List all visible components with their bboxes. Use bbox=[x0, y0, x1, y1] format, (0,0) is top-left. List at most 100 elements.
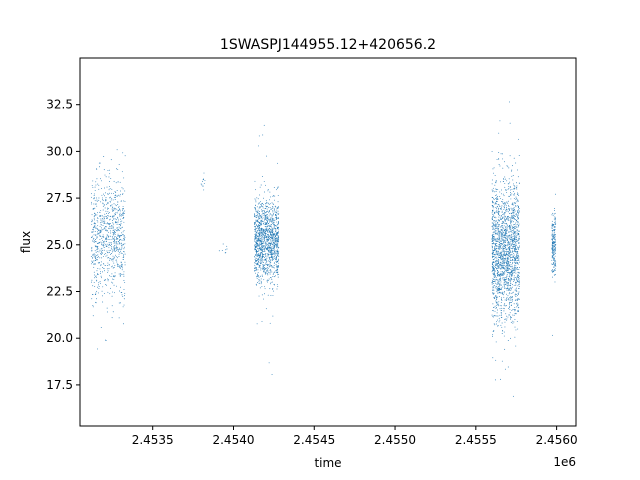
data-point bbox=[516, 306, 518, 308]
data-point bbox=[492, 303, 494, 305]
data-point bbox=[267, 207, 269, 209]
data-point bbox=[266, 226, 268, 228]
data-point bbox=[114, 212, 116, 214]
data-point bbox=[107, 280, 109, 282]
data-point bbox=[506, 225, 508, 227]
data-point bbox=[278, 235, 279, 237]
data-point bbox=[506, 282, 508, 284]
data-point bbox=[255, 210, 257, 212]
data-point bbox=[554, 281, 556, 283]
data-point bbox=[554, 246, 555, 248]
data-point bbox=[517, 214, 519, 216]
data-point bbox=[497, 188, 499, 190]
data-point bbox=[267, 248, 269, 250]
data-point bbox=[552, 230, 554, 232]
data-point bbox=[277, 241, 279, 243]
data-point bbox=[259, 241, 261, 243]
data-point bbox=[509, 337, 511, 339]
data-point bbox=[515, 239, 517, 240]
data-point bbox=[277, 286, 279, 288]
data-point bbox=[271, 249, 273, 251]
data-point bbox=[492, 266, 494, 268]
data-point bbox=[514, 236, 516, 238]
data-point bbox=[516, 260, 518, 262]
data-point bbox=[506, 223, 508, 225]
data-point bbox=[103, 218, 105, 220]
data-point bbox=[113, 214, 115, 216]
data-point bbox=[264, 223, 266, 225]
data-point bbox=[95, 292, 97, 294]
data-point bbox=[502, 277, 504, 279]
data-point bbox=[270, 220, 272, 222]
data-point bbox=[271, 256, 273, 258]
data-point bbox=[100, 201, 102, 203]
data-point bbox=[505, 210, 506, 212]
data-point bbox=[496, 268, 497, 270]
data-point bbox=[99, 215, 101, 217]
data-point bbox=[258, 135, 260, 137]
x-tick-label: 2.4545 bbox=[293, 433, 335, 447]
data-point bbox=[254, 225, 256, 227]
data-point bbox=[116, 261, 118, 263]
data-point bbox=[114, 234, 116, 235]
data-point bbox=[554, 234, 556, 236]
data-point bbox=[100, 224, 102, 226]
data-point bbox=[271, 281, 273, 283]
data-point bbox=[493, 272, 495, 274]
data-point bbox=[122, 213, 124, 215]
data-point bbox=[119, 214, 121, 216]
data-point bbox=[118, 228, 119, 230]
data-point bbox=[260, 282, 262, 283]
data-point bbox=[266, 155, 268, 157]
data-point bbox=[510, 236, 512, 238]
data-point bbox=[264, 191, 265, 193]
data-point bbox=[257, 254, 259, 256]
data-point bbox=[508, 279, 510, 281]
data-point bbox=[518, 239, 520, 241]
data-point bbox=[516, 276, 518, 278]
data-point bbox=[511, 215, 513, 217]
data-point bbox=[498, 246, 500, 248]
data-point bbox=[257, 244, 259, 246]
data-point bbox=[262, 210, 264, 211]
data-point bbox=[272, 258, 274, 260]
data-point bbox=[91, 196, 92, 198]
data-point bbox=[115, 248, 117, 250]
data-point bbox=[497, 289, 499, 291]
data-point bbox=[111, 216, 113, 218]
data-point bbox=[257, 281, 258, 283]
data-point bbox=[495, 262, 497, 264]
data-point bbox=[98, 188, 100, 190]
data-point bbox=[495, 260, 497, 262]
data-point bbox=[117, 235, 118, 237]
data-point bbox=[502, 271, 503, 273]
data-point bbox=[497, 287, 499, 289]
data-point bbox=[263, 228, 265, 230]
data-point bbox=[122, 231, 124, 233]
data-point bbox=[98, 242, 100, 244]
data-point bbox=[101, 244, 103, 246]
data-point bbox=[254, 270, 256, 271]
data-point bbox=[493, 275, 495, 277]
data-point bbox=[492, 243, 494, 245]
data-point bbox=[273, 221, 275, 223]
data-point bbox=[508, 187, 510, 189]
data-point bbox=[97, 212, 98, 214]
data-point bbox=[551, 270, 553, 272]
data-point bbox=[95, 293, 97, 295]
data-point bbox=[513, 314, 515, 316]
data-point bbox=[118, 235, 120, 236]
data-point bbox=[499, 223, 500, 225]
data-point bbox=[254, 262, 256, 263]
data-point bbox=[103, 216, 105, 218]
data-point bbox=[257, 264, 259, 266]
data-point bbox=[509, 247, 510, 249]
data-point bbox=[121, 242, 122, 244]
data-point bbox=[513, 309, 515, 311]
data-point bbox=[107, 236, 109, 238]
data-point bbox=[510, 297, 512, 299]
data-point bbox=[270, 243, 272, 245]
data-point bbox=[507, 262, 509, 264]
data-point bbox=[494, 266, 496, 268]
data-point bbox=[518, 307, 520, 309]
